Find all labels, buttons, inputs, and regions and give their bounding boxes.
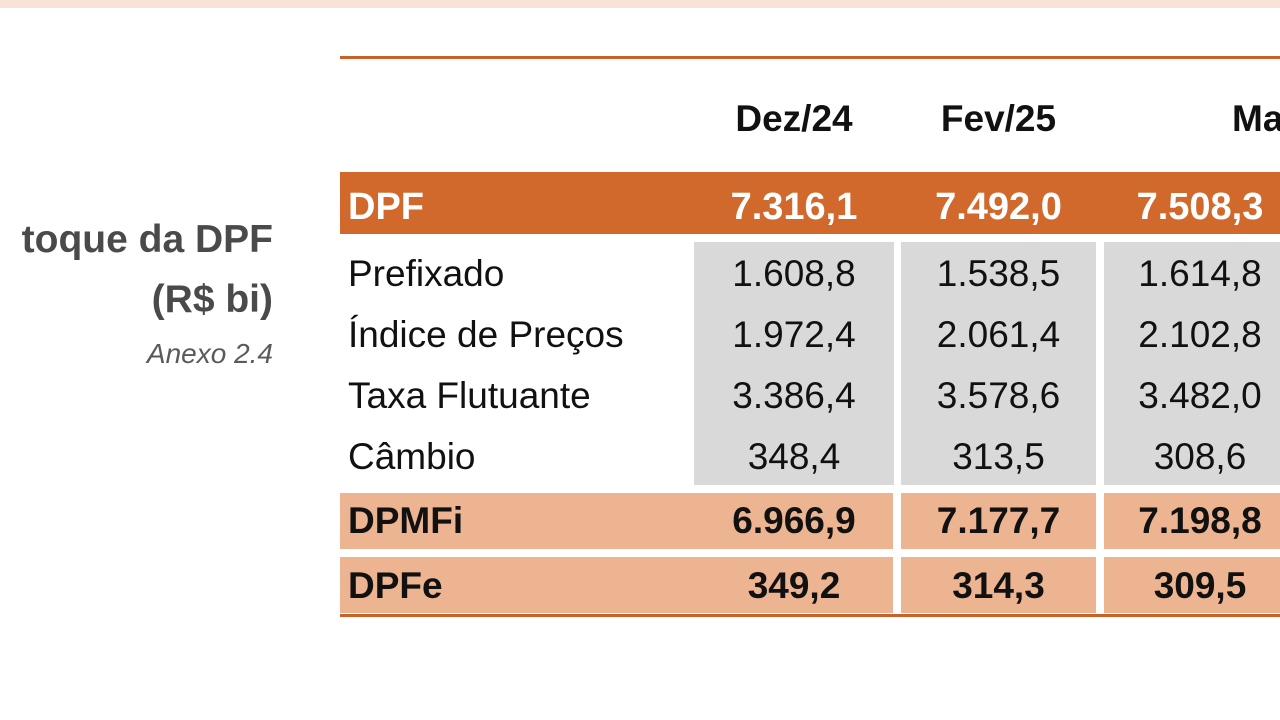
table-cell: 7.492,0 <box>935 186 1062 228</box>
table-cell: 2.061,4 <box>936 314 1061 355</box>
column-header: Dez/24 <box>735 98 853 139</box>
table-cell: 314,3 <box>952 565 1045 606</box>
table-cell: 313,5 <box>952 436 1045 477</box>
table-cell: 1.972,4 <box>732 314 856 355</box>
table-cell: 7.508,3 <box>1136 186 1264 228</box>
dpfe-row <box>340 557 893 613</box>
dpmfi-row <box>1104 493 1280 549</box>
annex-reference: Anexo 2.4 <box>146 338 273 369</box>
slide-title-unit: (R$ bi) <box>151 278 273 321</box>
column-header: Fev/25 <box>940 98 1057 139</box>
dpfe-row <box>1104 557 1280 613</box>
table-cell: 2.102,8 <box>1138 314 1262 355</box>
table-bottom-rule <box>340 614 1280 617</box>
dpmfi-row <box>901 493 1096 549</box>
row-label: Taxa Flutuante <box>348 375 591 416</box>
table-top-rule <box>340 56 1280 59</box>
cell-background <box>901 242 1096 485</box>
row-label: Câmbio <box>348 436 476 477</box>
table-cell: 1.608,8 <box>732 253 856 294</box>
top-accent-strip <box>0 0 1280 8</box>
row-label: DPMFi <box>348 500 464 541</box>
table-cell: 7.198,8 <box>1138 500 1262 541</box>
slide-title: toque da DPF <box>21 218 273 261</box>
row-label: DPFe <box>348 565 443 606</box>
table-cell: 6.966,9 <box>732 500 856 541</box>
table-cell: 309,5 <box>1153 565 1247 606</box>
table-cell: 3.386,4 <box>732 375 856 416</box>
row-label: DPF <box>348 186 424 228</box>
table-cell: 308,6 <box>1153 436 1247 477</box>
cell-background <box>694 242 894 485</box>
table-cell: 7.316,1 <box>730 186 858 228</box>
table-cell: 7.177,7 <box>936 500 1061 541</box>
table-cell: 3.482,0 <box>1138 375 1262 416</box>
table-cell: 1.614,8 <box>1138 253 1262 294</box>
cell-background <box>1104 242 1280 485</box>
row-label: Índice de Preços <box>348 314 624 355</box>
table-cell: 348,4 <box>747 436 841 477</box>
dpfe-row <box>901 557 1096 613</box>
table-cell: 3.578,6 <box>936 375 1061 416</box>
dpmfi-row <box>340 493 893 549</box>
table-cell: 349,2 <box>747 565 841 606</box>
row-label: Prefixado <box>348 253 505 294</box>
column-header: Ma <box>1232 98 1280 139</box>
table-cell: 1.538,5 <box>936 253 1061 294</box>
dpf-row <box>340 172 1280 234</box>
